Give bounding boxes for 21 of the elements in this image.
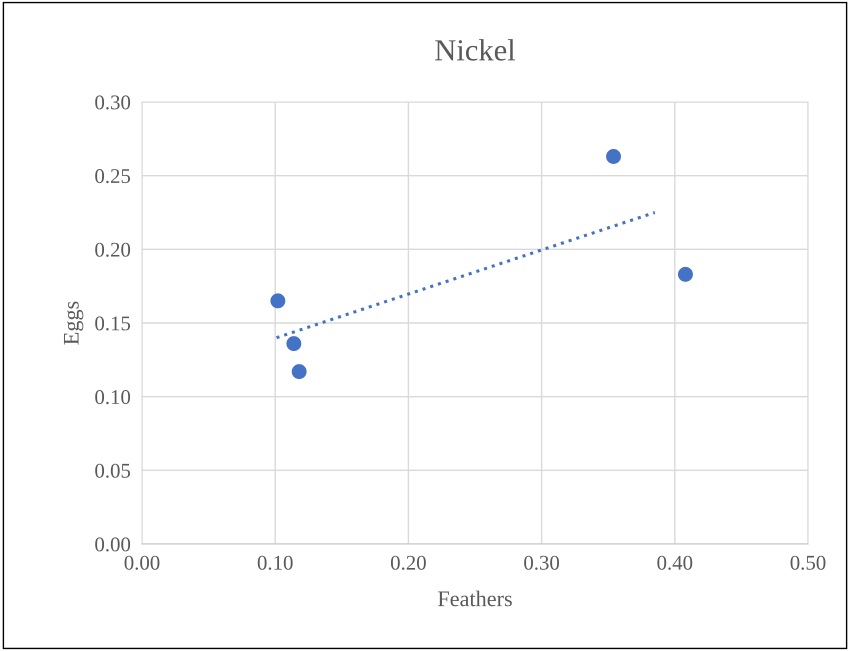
x-tick-label: 0.00 <box>124 556 160 570</box>
y-tick-label: 0.10 <box>95 390 130 404</box>
x-tick-label: 0.50 <box>790 556 826 570</box>
chart-title: Nickel <box>435 39 516 61</box>
point <box>270 293 286 308</box>
point <box>292 364 307 380</box>
point <box>606 149 621 164</box>
y-tick-label: 0.05 <box>95 464 130 478</box>
x-axis-title: Feathers <box>438 590 512 606</box>
x-tick-label: 0.40 <box>657 556 692 570</box>
y-tick-label: 0.15 <box>95 316 130 331</box>
y-axis-title: Eggs <box>64 302 84 345</box>
y-tick-label: 0.20 <box>95 242 130 257</box>
y-tick-label: 0.00 <box>95 537 130 552</box>
y-tick-label: 0.30 <box>95 95 130 110</box>
y-tick-label: 0.25 <box>95 169 130 184</box>
point <box>286 336 302 352</box>
x-tick-label: 0.10 <box>258 556 293 570</box>
x-tick-label: 0.30 <box>524 556 560 570</box>
point <box>678 266 693 282</box>
x-tick-label: 0.20 <box>390 556 426 570</box>
